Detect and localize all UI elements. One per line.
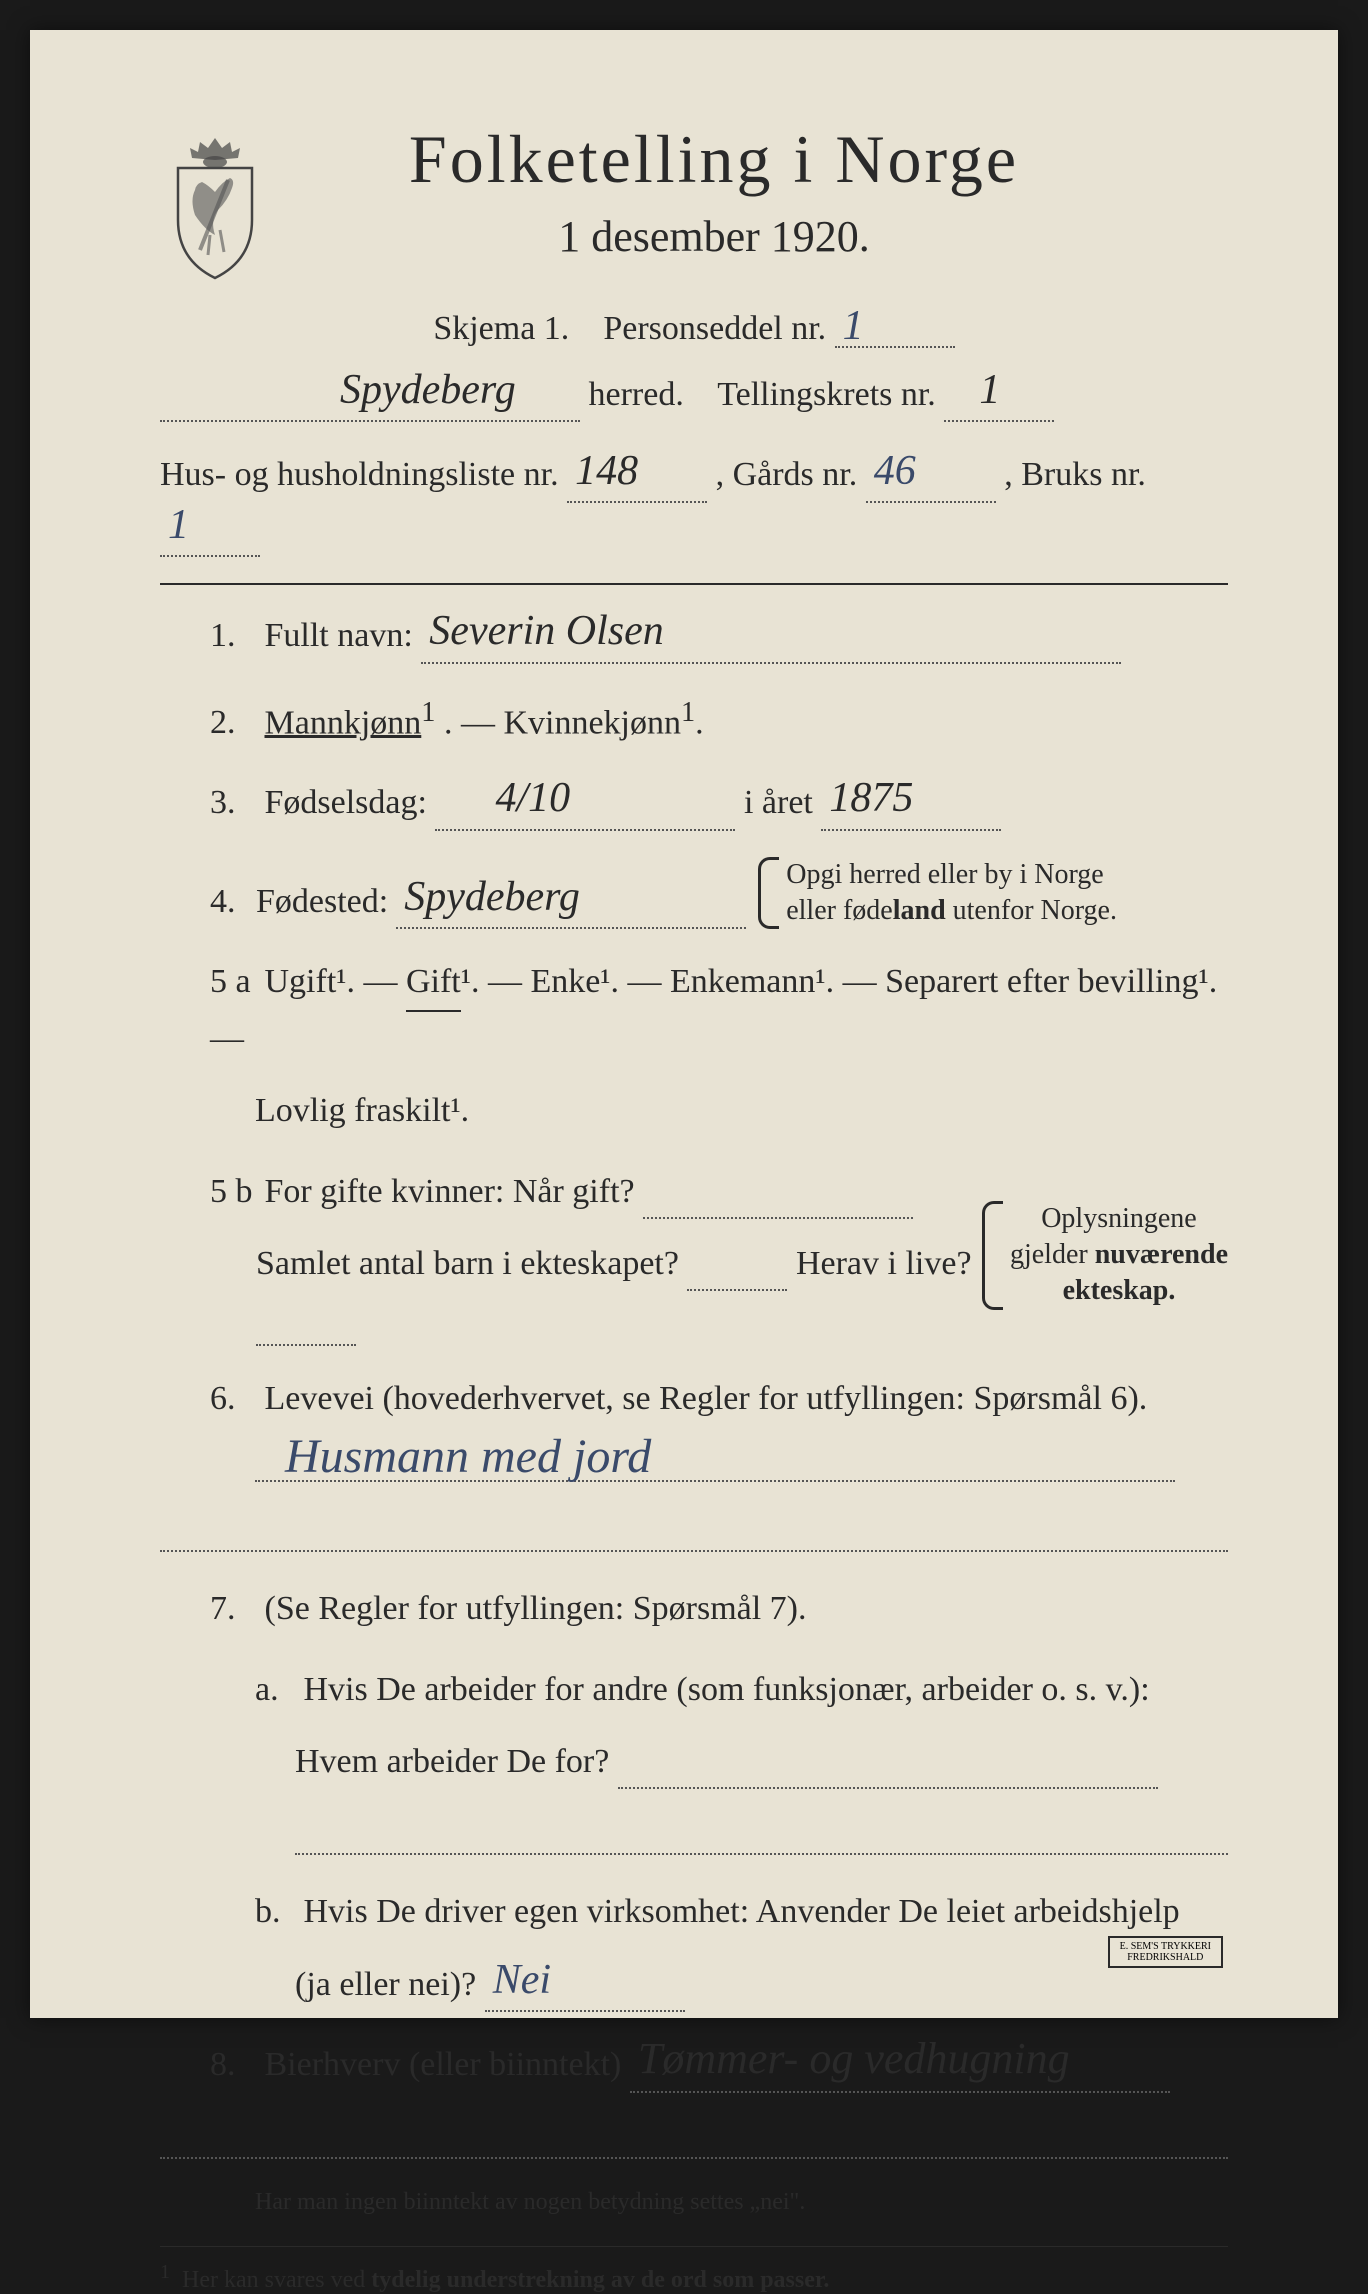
form-id-line-1: Skjema 1. Personseddel nr. 1 (160, 310, 1228, 348)
q5a-opts: Ugift¹. — (265, 963, 406, 1000)
q7a-line1: a. Hvis De arbeider for andre (som funks… (160, 1663, 1228, 1717)
q6-label: Levevei (hovederhvervet, se Regler for u… (265, 1380, 1148, 1417)
husliste-label: Hus- og husholdningsliste nr. (160, 456, 559, 493)
q4-label: Fødested: (256, 875, 388, 929)
q6-line: 6. Levevei (hovederhvervet, se Regler fo… (160, 1372, 1228, 1426)
q3-num: 3. (210, 776, 256, 830)
q5b-label3: Herav i live? (796, 1245, 972, 1282)
q2-mannkjonn: Mannkjønn (265, 704, 422, 741)
q7b-letter: b. (255, 1885, 295, 1939)
q5b-label2: Samlet antal barn i ekteskapet? (256, 1245, 679, 1282)
census-form-page: Folketelling i Norge 1 desember 1920. Sk… (30, 30, 1338, 2018)
herred-label: herred. (589, 376, 684, 413)
q2-kvinnekjonn: . — Kvinnekjønn (444, 704, 681, 741)
q7-num: 7. (210, 1582, 256, 1636)
q7a-blank-line (295, 1815, 1228, 1855)
form-id-line-3: Hus- og husholdningsliste nr. 148 , Gård… (160, 448, 1228, 557)
q1-num: 1. (210, 609, 256, 663)
q8-num: 8. (210, 2038, 256, 2092)
q5b-block: 5 b For gifte kvinner: Når gift? Samlet … (160, 1165, 1228, 1346)
footnote-understrekning: 1 Her kan svares ved tydelig understrekn… (160, 2261, 1228, 2294)
q7a-text2: Hvem arbeider De for? (295, 1743, 609, 1780)
form-id-line-2: Spydeberg herred. Tellingskrets nr. 1 (160, 368, 1228, 422)
footer-divider (160, 2246, 1228, 2247)
bruks-value: 1 (168, 492, 189, 559)
q6-blank-line (160, 1512, 1228, 1552)
q8-label: Bierhverv (eller biinntekt) (265, 2046, 622, 2083)
footnote-biinntekt: Har man ingen biinntekt av nogen betydni… (160, 2189, 1228, 2216)
q7b-value: Nei (493, 1947, 551, 2014)
q6-value: Husmann med jord (285, 1429, 651, 1484)
q2-line: 2. Mannkjønn1 . — Kvinnekjønn1. (160, 690, 1228, 751)
q1-line: 1. Fullt navn: Severin Olsen (160, 609, 1228, 663)
q5a-line: 5 a Ugift¹. — Gift¹. — Enke¹. — Enkemann… (160, 955, 1228, 1066)
q6-answer: Husmann med jord (160, 1444, 1228, 1482)
husliste-value: 148 (575, 438, 638, 505)
q1-label: Fullt navn: (265, 617, 413, 654)
q6-num: 6. (210, 1372, 256, 1426)
q5b-label1: For gifte kvinner: Når gift? (265, 1173, 635, 1210)
q1-value: Severin Olsen (429, 598, 663, 665)
q7a-line2: Hvem arbeider De for? (160, 1735, 1228, 1789)
q3-year-value: 1875 (829, 765, 913, 832)
q7-label: (Se Regler for utfyllingen: Spørsmål 7). (265, 1590, 807, 1627)
q5a-num: 5 a (210, 955, 256, 1009)
subtitle: 1 desember 1920. (300, 211, 1128, 262)
q7b-line2: (ja eller nei)? Nei (160, 1958, 1228, 2012)
q7a-letter: a. (255, 1663, 295, 1717)
printer-stamp: E. SEM'S TRYKKERI FREDRIKSHALD (1108, 1936, 1223, 1968)
q5b-note: Oplysningene gjelder nuværende ekteskap. (982, 1201, 1228, 1310)
q2-num: 2. (210, 696, 256, 750)
tellingskrets-value: 1 (979, 357, 1000, 424)
q4-value: Spydeberg (404, 864, 580, 931)
q4-line: 4. Fødested: Spydeberg Opgi herred eller… (160, 857, 1228, 930)
q8-line: 8. Bierhverv (eller biinntekt) Tømmer- o… (160, 2038, 1228, 2092)
q5a-gift-underlined: Gift (406, 955, 461, 1011)
q7a-text1: Hvis De arbeider for andre (som funksjon… (304, 1671, 1150, 1708)
q8-blank-line (160, 2119, 1228, 2159)
gards-value: 46 (874, 438, 916, 505)
q7b-line1: b. Hvis De driver egen virksomhet: Anven… (160, 1885, 1228, 1939)
q3-label: Fødselsdag: (265, 784, 427, 821)
q3-line: 3. Fødselsdag: 4/10 i året 1875 (160, 776, 1228, 830)
q3-year-label: i året (744, 784, 813, 821)
divider (160, 583, 1228, 585)
skjema-label: Skjema 1. (433, 310, 569, 347)
header: Folketelling i Norge 1 desember 1920. (160, 120, 1228, 280)
q4-num: 4. (210, 875, 256, 929)
q7b-text2: (ja eller nei)? (295, 1966, 476, 2003)
title-block: Folketelling i Norge 1 desember 1920. (300, 120, 1228, 262)
personseddel-value: 1 (843, 302, 864, 350)
norwegian-coat-of-arms-icon (160, 130, 270, 280)
q4-note: Opgi herred eller by i Norge eller fødel… (758, 857, 1117, 930)
q7b-text1: Hvis De driver egen virksomhet: Anvender… (304, 1893, 1180, 1930)
q5a-line2: Lovlig fraskilt¹. (160, 1084, 1228, 1138)
main-title: Folketelling i Norge (300, 120, 1128, 199)
personseddel-label: Personseddel nr. (603, 310, 826, 347)
gards-label: , Gårds nr. (716, 456, 858, 493)
herred-value: Spydeberg (340, 357, 516, 424)
q3-day-value: 4/10 (495, 765, 570, 832)
tellingskrets-label: Tellingskrets nr. (717, 376, 936, 413)
bruks-label: , Bruks nr. (1004, 456, 1146, 493)
q5b-num: 5 b (210, 1165, 256, 1219)
q8-value: Tømmer- og vedhugning (638, 2024, 1070, 2094)
q5a-lovlig: Lovlig fraskilt¹. (255, 1092, 469, 1129)
q7-line: 7. (Se Regler for utfyllingen: Spørsmål … (160, 1582, 1228, 1636)
